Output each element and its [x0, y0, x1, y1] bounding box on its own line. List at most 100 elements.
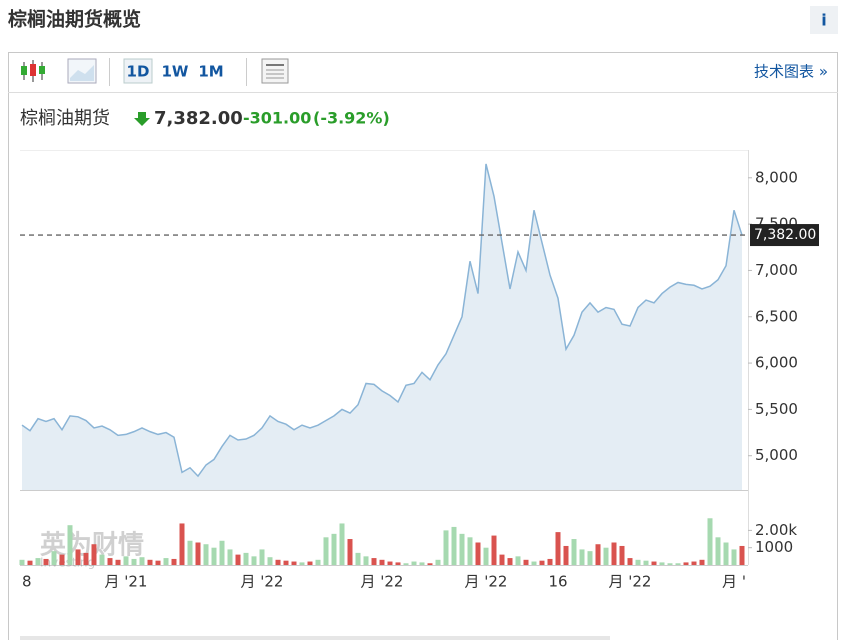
volume-bar: [171, 558, 177, 565]
volume-bar: [603, 547, 609, 565]
info-icon[interactable]: i: [821, 11, 826, 30]
volume-bar: [243, 552, 249, 565]
x-tick-label: 月 '22: [361, 573, 404, 591]
range-button[interactable]: 1M: [198, 63, 223, 81]
volume-bar: [475, 542, 481, 565]
volume-bar: [299, 562, 305, 565]
volume-bar: [627, 558, 633, 565]
volume-bar: [707, 518, 713, 565]
x-tick-label: 8: [22, 573, 32, 591]
volume-bar: [563, 545, 569, 565]
volume-bar: [123, 556, 129, 565]
volume-bar: [555, 532, 561, 565]
volume-bar: [51, 551, 57, 565]
volume-bar: [739, 545, 745, 565]
volume-bar: [691, 561, 697, 565]
volume-bar: [307, 561, 313, 565]
volume-bar: [139, 557, 145, 565]
volume-bar: [283, 560, 289, 565]
volume-bar: [443, 530, 449, 565]
volume-bar: [507, 558, 513, 565]
volume-bar: [467, 537, 473, 565]
area-icon[interactable]: [67, 58, 97, 84]
volume-bar: [339, 523, 345, 565]
volume-bar: [67, 525, 73, 565]
last-price-box: [750, 224, 819, 247]
volume-bar: [275, 559, 281, 565]
volume-bar: [75, 549, 81, 565]
volume-bar: [539, 560, 545, 565]
volume-bar: [107, 558, 113, 565]
volume-bar: [643, 560, 649, 565]
volume-bar: [379, 559, 385, 565]
volume-bar: [451, 526, 457, 565]
range-button[interactable]: 1D: [127, 63, 150, 81]
quote-change: -301.00: [243, 109, 311, 128]
volume-bar: [515, 556, 521, 565]
volume-bar: [491, 535, 497, 565]
volume-bar: [331, 533, 337, 565]
volume-bar: [635, 559, 641, 565]
y-tick-label: 7,000: [755, 261, 798, 279]
volume-bar: [651, 561, 657, 565]
volume-bar: [35, 558, 41, 565]
volume-bar: [115, 559, 121, 565]
volume-bar: [595, 544, 601, 565]
volume-bar: [147, 559, 153, 565]
volume-bar: [387, 561, 393, 565]
quote-price: 7,382.00: [154, 108, 243, 129]
x-tick-label: 月 '22: [609, 573, 652, 591]
volume-bar: [187, 540, 193, 565]
y-tick-label: 6,000: [755, 354, 798, 372]
y-tick-label: 5,500: [755, 400, 798, 418]
volume-bar: [523, 559, 529, 565]
price-line: [21, 163, 743, 478]
volume-bar: [419, 562, 425, 565]
volume-bar: [347, 539, 353, 565]
scrollbar[interactable]: [20, 636, 610, 640]
widget-title: 棕榈油期货概览: [8, 8, 141, 31]
volume-bar: [315, 559, 321, 565]
panel: [8, 52, 838, 644]
volume-bar: [131, 558, 137, 565]
candle-icon[interactable]: [21, 60, 45, 82]
volume-bar: [19, 559, 25, 565]
volume-bar: [683, 562, 689, 565]
volume-bar: [235, 554, 241, 565]
volume-bar: [731, 549, 737, 565]
quote-change-pct: (-3.92%): [313, 109, 390, 128]
table-icon[interactable]: [261, 58, 289, 84]
y-tick-label: 6,500: [755, 307, 798, 325]
volume-bar: [611, 542, 617, 565]
volume-bar: [203, 544, 209, 565]
volume-bar: [323, 537, 329, 565]
volume-bar: [195, 542, 201, 565]
volume-bar: [499, 554, 505, 565]
area-fill: [22, 163, 742, 490]
volume-bar: [403, 563, 409, 565]
info-button[interactable]: [810, 6, 838, 34]
volume-bar: [43, 558, 49, 565]
volume-bar: [659, 562, 665, 565]
volume-bar: [619, 545, 625, 565]
volume-bar: [699, 559, 705, 565]
tech-chart-link[interactable]: 技术图表 »: [754, 63, 828, 81]
volume-bar: [395, 562, 401, 565]
x-tick-label: 月 '22: [241, 573, 284, 591]
range-button[interactable]: 1W: [162, 63, 189, 81]
volume-bar: [179, 523, 185, 565]
volume-bar: [675, 563, 681, 565]
volume-bar: [83, 552, 89, 565]
volume-bar: [27, 560, 33, 565]
down-arrow: [134, 112, 150, 126]
volume-tick-label: 1000: [755, 538, 793, 556]
volume-bar: [411, 561, 417, 565]
volume-bar: [547, 558, 553, 565]
volume-bar: [259, 549, 265, 565]
range-button-active[interactable]: [123, 58, 153, 84]
x-tick-label: 月 '21: [105, 573, 148, 591]
volume-bar: [163, 558, 169, 565]
volume-bar: [211, 547, 217, 565]
